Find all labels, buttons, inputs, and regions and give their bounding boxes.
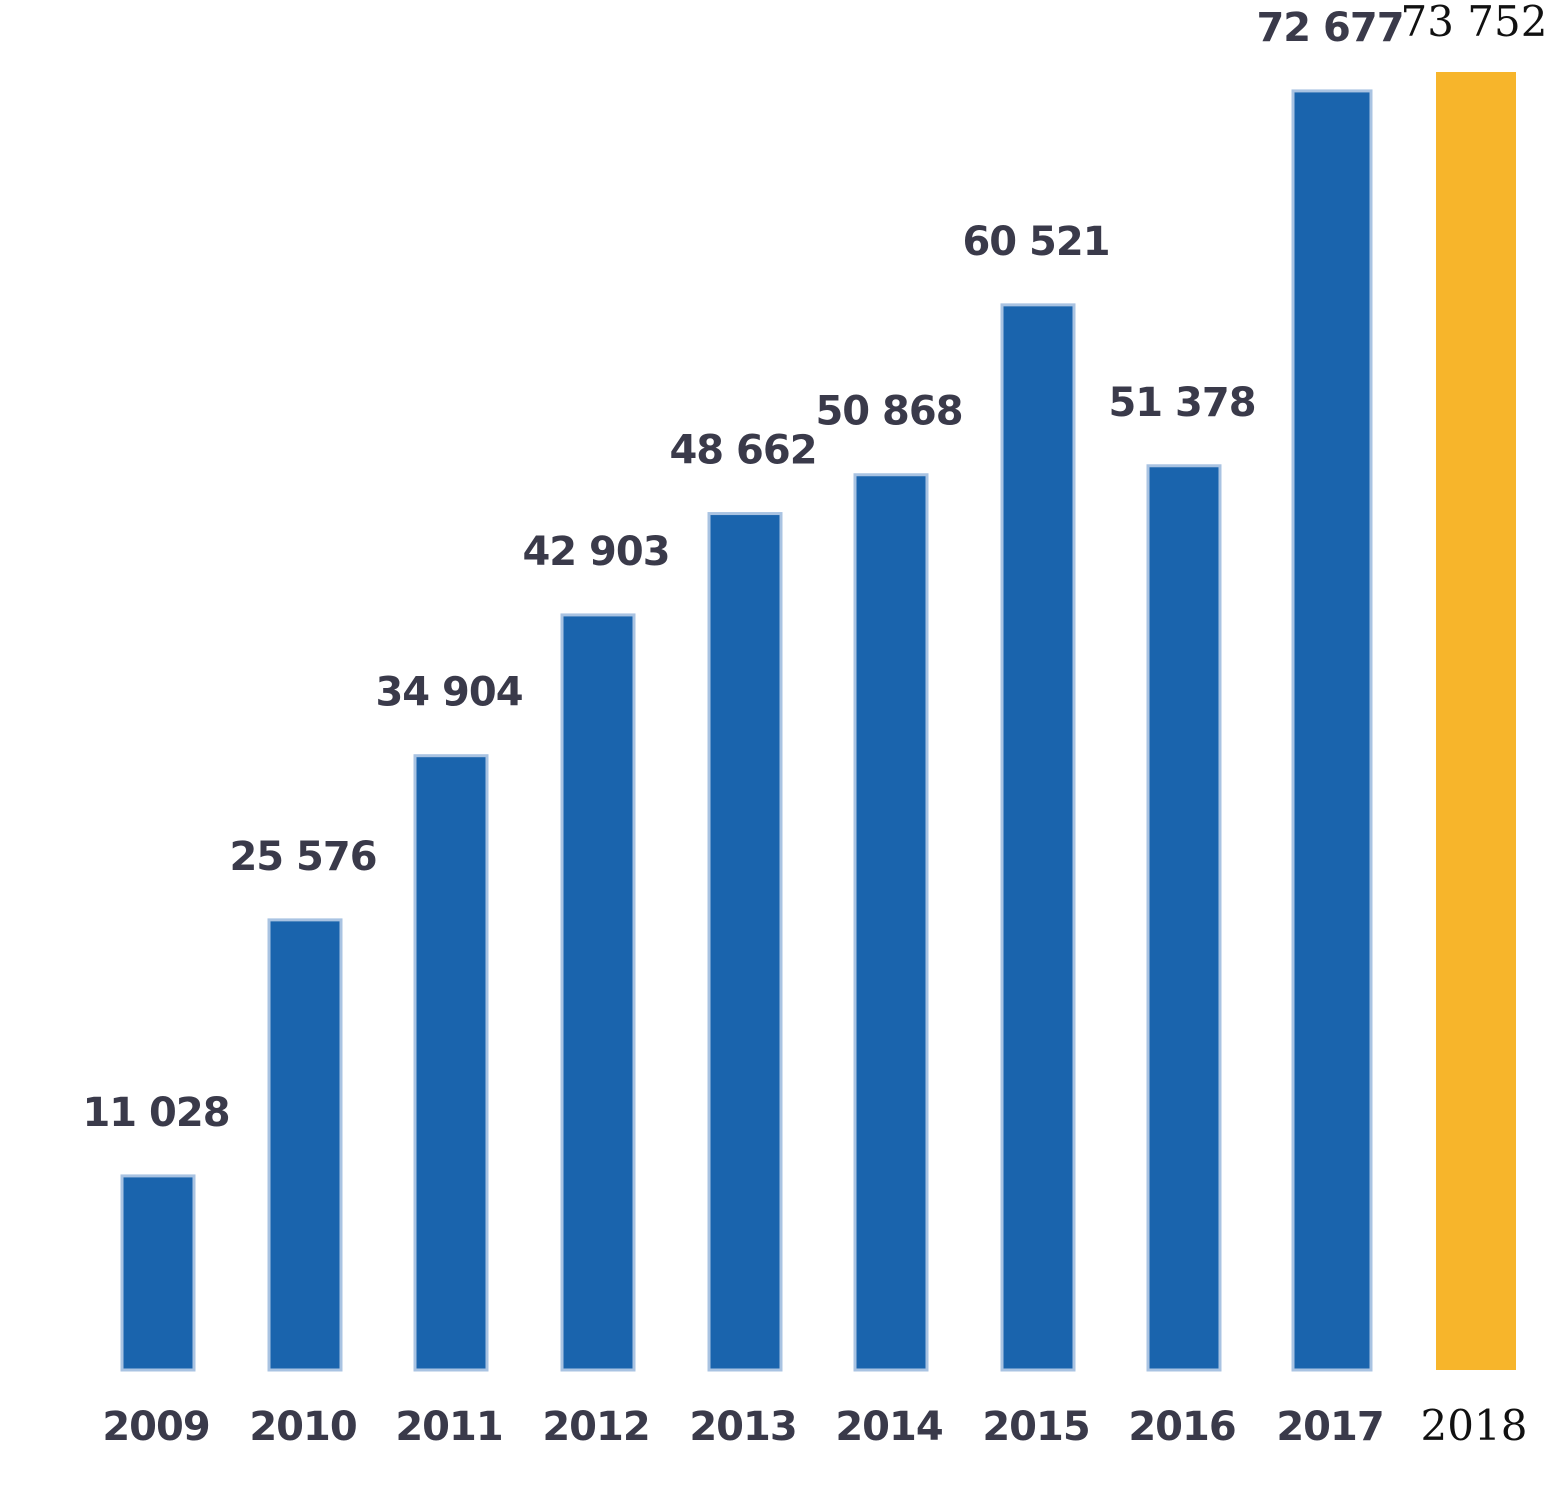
x-tick-label-2011: 2011 [395, 1404, 502, 1450]
value-label-2015: 60 521 [962, 219, 1109, 265]
value-label-2017: 72 677 [1256, 5, 1403, 51]
value-label-2010: 25 576 [229, 834, 376, 880]
bar-2011 [413, 754, 489, 1372]
bar-2014 [853, 473, 929, 1372]
bar-2009 [120, 1174, 196, 1372]
x-tick-label-2018: 2018 [1421, 1401, 1528, 1450]
bar-2010 [267, 918, 343, 1372]
value-label-2009: 11 028 [82, 1090, 229, 1136]
value-label-2013: 48 662 [669, 428, 816, 474]
bar-2016 [1146, 464, 1222, 1372]
x-tick-label-2016: 2016 [1128, 1404, 1235, 1450]
value-label-2016: 51 378 [1108, 380, 1255, 426]
value-label-2011: 34 904 [375, 670, 522, 716]
bars-group [120, 72, 1516, 1372]
bar-2013 [707, 512, 783, 1372]
x-tick-label-2014: 2014 [835, 1404, 942, 1450]
x-tick-label-2015: 2015 [982, 1404, 1089, 1450]
value-label-2012: 42 903 [522, 529, 669, 575]
value-label-2018: 73 752 [1401, 0, 1548, 46]
x-tick-label-2017: 2017 [1276, 1404, 1383, 1450]
x-tick-labels-group: 2009 2010 2011 2012 2013 2014 2015 2016 2017 2018 [102, 1401, 1527, 1450]
x-tick-label-2010: 2010 [249, 1404, 356, 1450]
x-tick-label-2009: 2009 [102, 1404, 209, 1450]
bar-2012 [560, 613, 636, 1372]
bar-2017 [1291, 89, 1373, 1372]
x-tick-label-2013: 2013 [689, 1404, 796, 1450]
bar-2015 [1000, 303, 1076, 1372]
bar-2018 [1436, 72, 1516, 1370]
x-tick-label-2012: 2012 [542, 1404, 649, 1450]
value-label-2014: 50 868 [815, 389, 962, 435]
